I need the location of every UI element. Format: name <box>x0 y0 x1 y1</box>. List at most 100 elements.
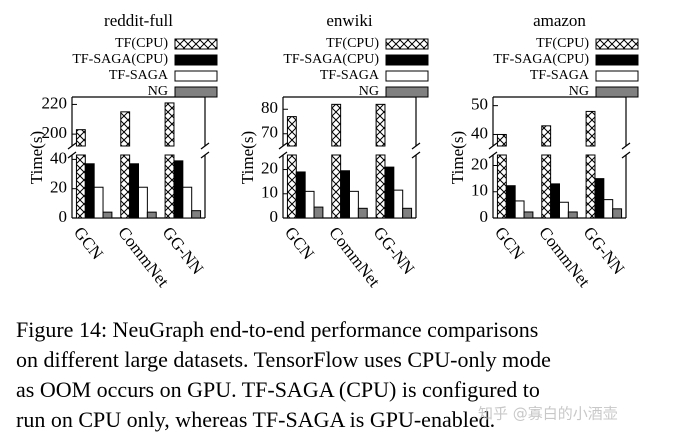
legend-swatch <box>595 86 639 98</box>
bar <box>331 154 342 219</box>
legend-label: TF-SAGA <box>109 68 169 83</box>
legend-label: NG <box>359 84 379 99</box>
legend-swatch <box>174 38 218 50</box>
watermark: 知乎 @寡白的小酒壶 <box>478 405 618 423</box>
bar <box>75 129 86 147</box>
chart-title: amazon <box>533 11 586 30</box>
legend-label: TF-SAGA <box>530 68 590 83</box>
bar <box>393 189 404 219</box>
bar <box>594 178 605 219</box>
x-tick-label: GCN <box>491 223 528 263</box>
legend-label: NG <box>148 84 168 99</box>
bar <box>164 102 175 147</box>
y-tick-label: 0 <box>270 207 279 226</box>
bar <box>146 211 157 219</box>
bar <box>138 186 148 219</box>
bar <box>84 163 95 219</box>
legend-label: TF(CPU) <box>115 36 168 51</box>
legend-label: TF-SAGA(CPU) <box>72 52 168 67</box>
legend-swatch <box>595 38 639 50</box>
legend-swatch <box>174 54 218 66</box>
bar <box>384 166 395 219</box>
y-tick-label: 220 <box>42 93 68 112</box>
bar <box>295 171 306 219</box>
axis-break <box>200 151 210 159</box>
legend-swatch <box>174 86 218 98</box>
legend-label: NG <box>569 84 589 99</box>
y-tick-label: 20 <box>471 154 488 173</box>
legend-swatch <box>385 38 429 50</box>
axis-break <box>621 142 631 150</box>
caption-line: Figure 14: NeuGraph end-to-end performan… <box>16 317 538 342</box>
y-axis-label: Time(s) <box>27 131 46 184</box>
axis-break <box>67 142 77 150</box>
bar <box>331 103 342 147</box>
bar <box>505 185 516 219</box>
legend-label: TF-SAGA(CPU) <box>283 52 379 67</box>
x-tick-label: GCN <box>281 223 318 263</box>
bar <box>304 190 315 219</box>
bar <box>75 154 86 219</box>
y-axis-label: Time(s) <box>448 131 467 184</box>
y-tick-label: 20 <box>261 158 278 177</box>
y-tick-label: 200 <box>42 123 68 142</box>
bar <box>286 154 297 219</box>
legend-label: TF-SAGA <box>320 68 380 83</box>
bar <box>496 133 507 147</box>
y-tick-label: 80 <box>261 98 278 117</box>
bar <box>375 154 386 219</box>
axis-break <box>278 142 288 150</box>
caption-line: on different large datasets. TensorFlow … <box>16 347 551 372</box>
bar <box>340 170 350 219</box>
bar <box>541 125 552 147</box>
bar <box>313 206 324 219</box>
bar <box>402 207 413 219</box>
y-tick-label: 20 <box>50 178 67 197</box>
y-tick-label: 40 <box>471 123 488 142</box>
bar <box>559 201 569 219</box>
bar <box>102 211 113 219</box>
legend-swatch <box>595 54 639 66</box>
legend-label: TF(CPU) <box>536 36 589 51</box>
bar <box>523 211 534 219</box>
caption-line: as OOM occurs on GPU. TF-SAGA (CPU) is c… <box>16 377 540 402</box>
bar <box>120 111 131 147</box>
y-tick-label: 10 <box>471 181 488 200</box>
legend-label: TF-SAGA(CPU) <box>493 52 589 67</box>
x-tick-label: GCN <box>70 223 107 263</box>
legend-label: TF(CPU) <box>326 36 379 51</box>
legend-swatch <box>595 70 639 82</box>
chart-title: reddit-full <box>104 11 173 30</box>
bar <box>612 208 623 219</box>
bar <box>191 210 202 219</box>
bar <box>603 199 614 219</box>
bar <box>93 186 104 219</box>
bar <box>120 154 131 219</box>
axis-break <box>488 142 498 150</box>
bar <box>514 200 525 219</box>
bar <box>286 116 297 147</box>
axis-break <box>488 151 498 159</box>
bar <box>550 183 561 219</box>
axis-break <box>278 151 288 159</box>
axis-break <box>411 142 421 150</box>
bar <box>129 163 139 219</box>
bar <box>541 154 552 219</box>
bar <box>585 154 596 219</box>
y-tick-label: 0 <box>480 207 489 226</box>
caption-line: run on CPU only, whereas TF-SAGA is GPU-… <box>16 407 495 432</box>
axis-break <box>200 142 210 150</box>
y-tick-label: 40 <box>50 148 67 167</box>
bar <box>567 211 578 219</box>
legend-swatch <box>385 86 429 98</box>
bar <box>496 154 507 219</box>
legend-swatch <box>174 70 218 82</box>
bar <box>357 207 368 219</box>
y-tick-label: 10 <box>261 183 278 202</box>
bar <box>182 186 193 219</box>
legend-swatch <box>385 54 429 66</box>
chart-title: enwiki <box>326 11 373 30</box>
axis-break <box>67 151 77 159</box>
axis-break <box>411 151 421 159</box>
